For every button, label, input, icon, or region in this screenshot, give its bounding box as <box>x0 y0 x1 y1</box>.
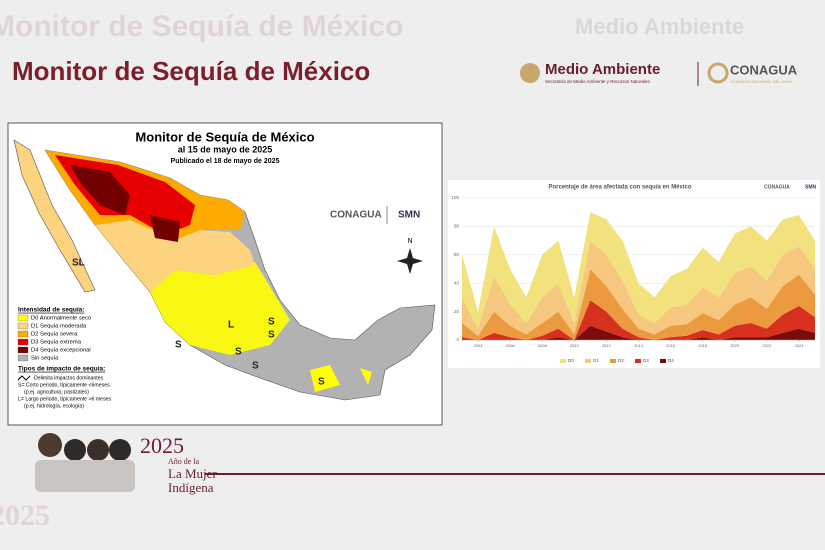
x-tick-label: 2022 <box>762 343 772 348</box>
impact-line: L= Largo periodo, típicamente >6 meses <box>18 396 112 402</box>
map-label: SL <box>72 258 85 269</box>
slide-title: Monitor de Sequía de México <box>12 56 370 86</box>
map-label: S <box>252 361 259 372</box>
y-tick-label: 80 <box>454 224 460 229</box>
faded-logo: Medio Ambiente <box>575 14 744 39</box>
chart-title: Porcentaje de área afectada con sequía e… <box>548 185 691 191</box>
legend-swatch <box>560 359 566 363</box>
x-tick-label: 2012 <box>602 343 612 348</box>
legend-label: D0 Anormalmente seco <box>31 316 91 322</box>
x-tick-label: 2010 <box>570 343 580 348</box>
footer: 2025 Año de la La Mujer Indígena <box>35 433 825 495</box>
d1-area <box>95 220 255 292</box>
legend-swatch <box>610 359 616 363</box>
logo-subtext: Secretaría de Medio Ambiente y Recursos … <box>545 79 651 84</box>
figure <box>38 433 62 457</box>
legend-swatch <box>635 359 641 363</box>
chart-logo: SMN <box>805 184 817 190</box>
y-tick-label: 100 <box>451 195 459 200</box>
impact-line: Delimita impactos dominantes <box>34 375 104 381</box>
legend-swatch <box>585 359 591 363</box>
map-label: L <box>228 320 234 331</box>
impact-line-symbol <box>17 375 31 381</box>
legend-label: D1 <box>593 358 599 363</box>
legend-swatch <box>17 330 29 338</box>
impact-line: S= Corto periodo, típicamente <6meses <box>18 382 110 388</box>
legend-label: D4 <box>668 358 674 363</box>
figure <box>109 439 131 461</box>
legend-label: D3 Sequía extrema <box>31 340 82 346</box>
baja <box>13 139 96 293</box>
d4-area <box>70 165 180 242</box>
area-series <box>462 240 815 336</box>
x-tick-label: 2016 <box>666 343 676 348</box>
footer-text: Año de la <box>168 457 200 466</box>
map-label: S <box>175 340 182 351</box>
map-label: S <box>235 347 242 358</box>
logo-text: Medio Ambiente <box>545 61 660 78</box>
logo-subtext: COMISIÓN NACIONAL DEL AGUA <box>730 79 793 84</box>
x-tick-label: 2004 <box>474 343 484 348</box>
legend-swatch <box>660 359 666 363</box>
x-tick-label: 2024 <box>795 343 805 348</box>
y-tick-label: 20 <box>454 309 460 314</box>
logo-icon <box>707 62 729 84</box>
footer-text: Indígena <box>168 480 214 495</box>
legend-label: Sin sequía <box>31 356 59 362</box>
map-published: Publicado el 18 de mayo de 2025 <box>171 158 280 165</box>
area-series <box>462 212 815 329</box>
x-tick-label: 2014 <box>634 343 644 348</box>
legend-label: D2 Sequía severa <box>31 332 78 338</box>
chart-panel: Porcentaje de área afectada con sequía e… <box>448 180 820 368</box>
logo-text: CONAGUA <box>730 62 798 77</box>
legend-swatch <box>17 354 29 362</box>
d0-spot <box>310 365 372 392</box>
legend-label: D1 Sequía moderada <box>31 324 87 330</box>
legend-swatch <box>17 346 29 354</box>
legend-label: D4 Sequía excepcional <box>31 348 91 354</box>
x-tick-label: 2018 <box>698 343 708 348</box>
y-tick-label: 40 <box>454 280 460 285</box>
map-label: S <box>268 330 275 341</box>
area-series <box>462 269 815 340</box>
map-date: al 15 de mayo de 2025 <box>178 144 273 154</box>
figures-body <box>35 460 135 492</box>
map-logo: CONAGUA <box>330 210 382 221</box>
legend-swatch <box>17 322 29 330</box>
map-logo: SMN <box>398 210 420 221</box>
map-label: S <box>318 377 325 388</box>
compass <box>397 248 423 274</box>
faded-title: Monitor de Sequía de México <box>0 10 403 43</box>
legend-label: D0 <box>568 358 574 363</box>
map-label: S <box>268 317 275 328</box>
chart-logo: CONAGUA <box>764 184 790 190</box>
impact-line: (p.ej. agricultura, pastizales) <box>24 389 89 395</box>
faded-footer: 2025 <box>0 499 50 532</box>
footer-text: La Mujer <box>168 466 217 481</box>
faded-header: Monitor de Sequía de México Medio Ambien… <box>0 10 744 532</box>
legend-label: D3 <box>643 358 649 363</box>
x-tick-label: 2020 <box>730 343 740 348</box>
figure <box>64 439 86 461</box>
impact-title: Tipos de impacto de sequía: <box>18 366 105 373</box>
legend-swatch <box>17 338 29 346</box>
legend-swatch <box>17 314 29 322</box>
compass-label: N <box>407 238 412 245</box>
d0-area <box>150 262 290 355</box>
area-series <box>462 325 815 340</box>
figure <box>87 439 109 461</box>
legend-label: D2 <box>618 358 624 363</box>
y-tick-label: 60 <box>454 252 460 257</box>
impact-line: (p.ej. hidrología, ecología) <box>24 403 84 409</box>
map-title: Monitor de Sequía de México <box>135 129 314 144</box>
legend-title: Intensidad de sequía: <box>18 307 84 314</box>
footer-year: 2025 <box>140 433 184 458</box>
logo-seal <box>520 63 540 83</box>
y-tick-label: 0 <box>456 337 459 342</box>
x-tick-label: 2006 <box>506 343 516 348</box>
map-label: L <box>120 200 126 211</box>
x-tick-label: 2008 <box>538 343 548 348</box>
